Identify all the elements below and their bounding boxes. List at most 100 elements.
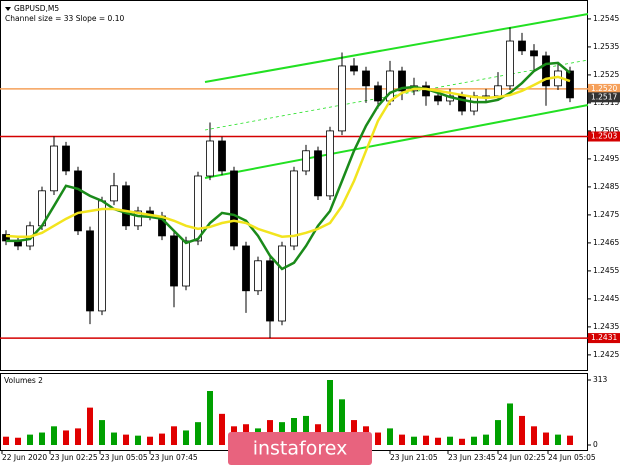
volume-bar (219, 413, 225, 445)
volume-tick-label: 0 (593, 440, 598, 449)
x-tick-label: 23 Jun 23:45 (448, 453, 496, 462)
volume-bar (15, 437, 21, 445)
volume-bar (183, 430, 189, 445)
y-tick-label: 1.2425 (593, 350, 619, 359)
channel-upper (204, 13, 589, 83)
volume-bar (27, 434, 33, 445)
volume-bar (519, 415, 525, 445)
level-label: 1.2503 (591, 132, 617, 141)
level-label: 1.2520 (591, 84, 617, 93)
volume-bar (435, 437, 441, 445)
candle-body (278, 245, 286, 322)
x-tick-label: 22 Jun 2020 (2, 453, 47, 462)
candle-body (230, 170, 238, 247)
candle-body (374, 85, 382, 102)
candle-body (326, 130, 334, 197)
candle-body (218, 140, 226, 172)
candle-body (266, 260, 274, 322)
volume-bar (423, 435, 429, 445)
volume-bar (483, 434, 489, 445)
volume-bar (111, 432, 117, 445)
chart-title: GBPUSD,M5 (14, 4, 59, 13)
plot (0, 27, 588, 339)
volume-bar (63, 430, 69, 445)
volume-bar (171, 426, 177, 445)
candle-body (362, 70, 370, 87)
volume-bar (495, 420, 501, 445)
channel-lower (204, 104, 589, 179)
candle-body (518, 40, 526, 52)
y-tick-label: 1.2485 (593, 182, 619, 191)
candle-body (170, 235, 178, 287)
x-tick-label: 23 Jun 21:05 (390, 453, 438, 462)
x-tick-label: 23 Jun 02:25 (50, 453, 98, 462)
volume-bar (459, 438, 465, 445)
candle-body (434, 95, 442, 102)
x-tick-label: 24 Jun 05:05 (548, 453, 596, 462)
volume-bar (135, 435, 141, 445)
x-tick-label: 23 Jun 07:45 (150, 453, 198, 462)
channel-middle (204, 59, 589, 131)
candle-body (566, 70, 574, 99)
volume-bar (291, 418, 297, 445)
candle-body (134, 210, 142, 227)
candle-body (122, 185, 130, 227)
volume-bar (327, 380, 333, 445)
volume-title: Volumes 2 (4, 376, 43, 385)
level-box (588, 83, 620, 94)
indicator-line (6, 61, 571, 271)
level-box (588, 333, 620, 344)
candle-body (494, 85, 502, 97)
y-tick-label: 1.2545 (593, 14, 619, 23)
y-tick-label: 1.2515 (593, 98, 619, 107)
y-tick-label: 1.2435 (593, 322, 619, 331)
volume-bar (339, 399, 345, 445)
volume-bar (51, 426, 57, 445)
volume-bar (567, 435, 573, 445)
candle-body (98, 200, 106, 312)
candle-body (290, 170, 298, 247)
watermark: instaforex (253, 438, 348, 460)
candle-body (62, 145, 70, 172)
y-tick-label: 1.2505 (593, 126, 619, 135)
y-tick-label: 1.2495 (593, 154, 619, 163)
volume-bar (123, 434, 129, 445)
candle-body (398, 70, 406, 92)
candle-body (110, 185, 118, 202)
volume-bar (207, 391, 213, 445)
candle-body (506, 40, 514, 87)
candle-body (50, 145, 58, 192)
volume-bar (3, 436, 9, 445)
volume-bar (411, 436, 417, 445)
level-box (588, 131, 620, 142)
candle-body (86, 230, 94, 312)
volume-bar (159, 433, 165, 445)
volume-tick-label: 313 (593, 375, 608, 384)
candle-body (254, 260, 262, 292)
x-tick-label: 24 Jun 02:25 (498, 453, 546, 462)
y-tick-label: 1.2465 (593, 238, 619, 247)
chart-subtitle: Channel size = 33 Slope = 0.10 (5, 14, 124, 23)
volume-bar (399, 434, 405, 445)
volume-bar (195, 422, 201, 445)
volume-bar (555, 434, 561, 445)
volume-bar (147, 436, 153, 445)
candle-body (530, 50, 538, 57)
level-label: 1.2431 (591, 333, 617, 342)
last-price-label: 1.2517 (591, 92, 617, 101)
candle-body (338, 65, 346, 132)
last-price-box (588, 92, 620, 103)
x-tick-label: 23 Jun 05:05 (100, 453, 148, 462)
candle-body (74, 170, 82, 232)
y-tick-label: 1.2455 (593, 266, 619, 275)
candle-body (314, 150, 322, 197)
candle-body (542, 55, 550, 87)
y-tick-label: 1.2525 (593, 70, 619, 79)
volume-bar (507, 403, 513, 445)
volume-bar (39, 432, 45, 445)
volume-bar (375, 432, 381, 445)
volume-bar (387, 428, 393, 445)
volume-bar (303, 415, 309, 445)
volume-bar (75, 428, 81, 445)
